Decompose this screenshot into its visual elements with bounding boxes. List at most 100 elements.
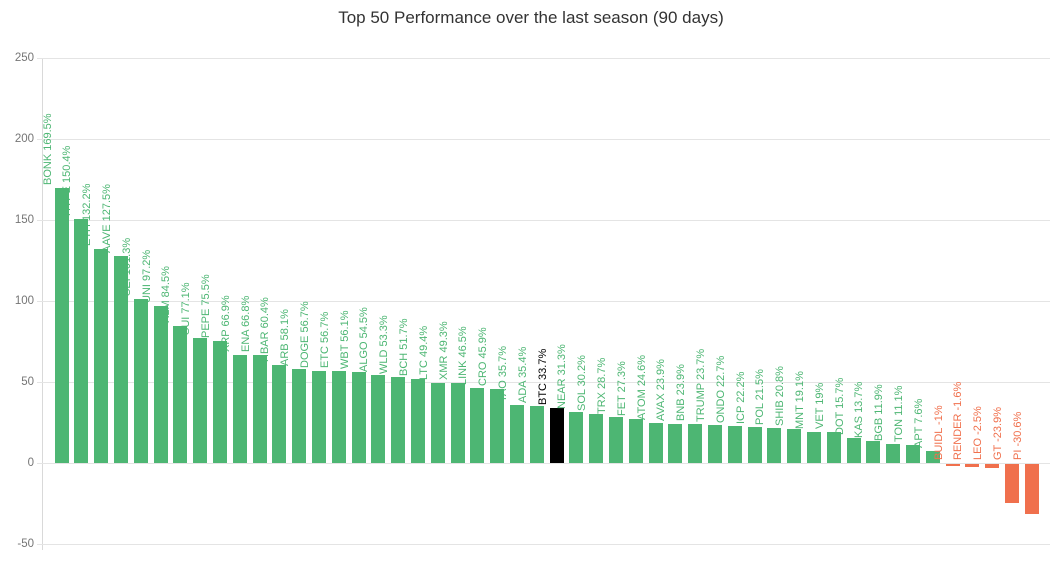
bar-label: XLM 84.5% xyxy=(160,266,173,324)
y-tick-label: 0 xyxy=(27,457,34,469)
bar-sui[interactable] xyxy=(193,338,208,463)
bar-avax[interactable] xyxy=(668,424,683,463)
bar-render[interactable] xyxy=(965,464,980,467)
bar-label: ICP 22.2% xyxy=(734,371,747,425)
gridline xyxy=(37,58,1050,59)
bar-link[interactable] xyxy=(470,387,485,463)
bar-bnb[interactable] xyxy=(688,424,703,463)
bar-algo[interactable] xyxy=(371,374,386,463)
bar-label: BTC 33.7% xyxy=(536,349,549,406)
bar-label: AVAX 23.9% xyxy=(655,359,668,422)
bar-label: LEO -2.5% xyxy=(972,406,985,460)
bar-label: ALGO 54.5% xyxy=(358,306,371,372)
bar-cro[interactable] xyxy=(490,388,505,463)
bar-label: APT 7.6% xyxy=(912,398,925,448)
bar-doge[interactable] xyxy=(311,371,326,463)
bar-tao[interactable] xyxy=(509,405,524,463)
y-tick-label: -50 xyxy=(17,538,34,550)
gridline xyxy=(37,220,1050,221)
bar-pi[interactable] xyxy=(1024,464,1039,514)
bar-label: FET 27.3% xyxy=(615,360,628,416)
bar-near[interactable] xyxy=(569,412,584,463)
bar-label: MNT 19.1% xyxy=(793,371,806,430)
bar-label: POL 21.5% xyxy=(754,369,767,426)
bar-label: WLD 53.3% xyxy=(378,314,391,374)
bar-icp[interactable] xyxy=(747,427,762,463)
bar-label: GT -23.9% xyxy=(991,407,1004,460)
bar-mnt[interactable] xyxy=(806,432,821,463)
bar-ada[interactable] xyxy=(529,405,544,463)
bar-eth[interactable] xyxy=(94,248,109,463)
bar-aave[interactable] xyxy=(113,256,128,463)
bar-btc[interactable] xyxy=(549,408,564,463)
bar-label: BUIDL -1% xyxy=(932,405,945,460)
bar-label: ADA 35.4% xyxy=(516,346,529,403)
bar-dot[interactable] xyxy=(846,437,861,463)
gridline xyxy=(37,463,1050,464)
bar-label: SEI 101.3% xyxy=(120,237,133,296)
bar-label: LTC 49.4% xyxy=(417,325,430,380)
bar-trump[interactable] xyxy=(707,424,722,463)
bar-ena[interactable] xyxy=(252,354,267,463)
bar-label: XRP 66.9% xyxy=(219,294,232,352)
bar-label: PI -30.6% xyxy=(1011,411,1024,460)
bar-label: CRO 45.9% xyxy=(477,326,490,386)
bar-hype[interactable] xyxy=(74,219,89,463)
bar-label: DOGE 56.7% xyxy=(298,301,311,369)
bar-gt[interactable] xyxy=(1004,464,1019,503)
bar-uni[interactable] xyxy=(153,305,168,463)
bar-wbt[interactable] xyxy=(351,372,366,463)
bar-label: BNB 23.9% xyxy=(675,364,688,422)
gridline xyxy=(37,382,1050,383)
bar-ondo[interactable] xyxy=(727,426,742,463)
bar-leo[interactable] xyxy=(985,464,1000,469)
bar-sol[interactable] xyxy=(589,414,604,463)
bar-xlm[interactable] xyxy=(173,326,188,463)
bar-label: ARB 58.1% xyxy=(279,309,292,366)
gridline xyxy=(37,139,1050,140)
y-tick-label: 150 xyxy=(14,214,34,226)
bar-bgb[interactable] xyxy=(886,443,901,463)
plot-area: 250 200 150 100 50 0 -50 BONK 169.5% HYPE 150.4%… xyxy=(15,52,1050,550)
bar-pol[interactable] xyxy=(767,428,782,463)
bar-label: UNI 97.2% xyxy=(140,249,153,303)
bar-arb[interactable] xyxy=(292,368,307,463)
y-tick-label: 200 xyxy=(14,133,34,145)
bar-label: XMR 49.3% xyxy=(437,321,450,381)
bar-label: SHIB 20.8% xyxy=(774,366,787,427)
bar-apt[interactable] xyxy=(925,450,940,463)
bar-label: TRUMP 23.7% xyxy=(694,348,707,422)
y-tick-label: 100 xyxy=(14,295,34,307)
bar-label: TAO 35.7% xyxy=(496,346,509,403)
bar-kas[interactable] xyxy=(866,440,881,463)
bar-label: RENDER -1.6% xyxy=(952,381,965,460)
bar-label: TON 11.1% xyxy=(892,385,905,443)
bar-label: AAVE 127.5% xyxy=(100,184,113,254)
bar-wld[interactable] xyxy=(391,376,406,463)
bar-bonk[interactable] xyxy=(54,188,69,463)
bar-bch[interactable] xyxy=(410,379,425,463)
bar-etc[interactable] xyxy=(331,371,346,463)
bar-ltc[interactable] xyxy=(430,382,445,463)
gridline xyxy=(37,301,1050,302)
bar-label: DOT 15.7% xyxy=(833,377,846,435)
bar-xrp[interactable] xyxy=(232,354,247,463)
bar-fet[interactable] xyxy=(628,418,643,463)
bar-label: NEAR 31.3% xyxy=(556,344,569,410)
bar-buidl[interactable] xyxy=(945,464,960,466)
bar-label: TRX 28.7% xyxy=(595,357,608,414)
bar-sei[interactable] xyxy=(133,298,148,463)
bar-vet[interactable] xyxy=(826,432,841,463)
bar-xmr[interactable] xyxy=(450,383,465,463)
bar-atom[interactable] xyxy=(648,423,663,463)
bar-ton[interactable] xyxy=(905,445,920,463)
bar-shib[interactable] xyxy=(787,429,802,463)
bar-trx[interactable] xyxy=(608,416,623,463)
bar-label: ENA 66.8% xyxy=(239,295,252,352)
bar-hbar[interactable] xyxy=(272,365,287,463)
bar-pepe[interactable] xyxy=(212,340,227,463)
bar-label: VET 19% xyxy=(813,382,826,430)
bar-label: ETC 56.7% xyxy=(318,311,331,369)
bar-label: LINK 46.5% xyxy=(457,325,470,385)
